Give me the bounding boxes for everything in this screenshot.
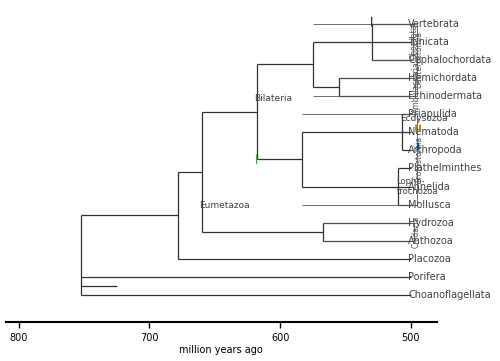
Text: Eumetazoa: Eumetazoa	[199, 201, 250, 210]
Text: Protostomia: Protostomia	[414, 136, 424, 182]
Text: Vertebrata: Vertebrata	[408, 19, 460, 29]
Text: Annelida: Annelida	[408, 182, 451, 192]
Text: Nematoda: Nematoda	[408, 127, 459, 137]
Text: Echinodermata: Echinodermata	[408, 91, 482, 101]
Text: Lopho-
trochozoa: Lopho- trochozoa	[396, 177, 438, 196]
Text: Cnidaria: Cnidaria	[411, 216, 420, 248]
Text: Cephalochordata: Cephalochordata	[408, 55, 492, 65]
Text: Choanoflagellata: Choanoflagellata	[408, 290, 491, 300]
Text: Arthropoda: Arthropoda	[408, 145, 463, 155]
X-axis label: million years ago: million years ago	[180, 345, 263, 356]
Text: Ambulacraria: Ambulacraria	[412, 61, 421, 113]
Text: Porifera: Porifera	[408, 272, 446, 282]
Text: Anthozoa: Anthozoa	[408, 236, 454, 246]
Text: Plathelminthes: Plathelminthes	[408, 164, 482, 173]
Text: Mollusca: Mollusca	[408, 200, 451, 210]
Text: Deuterostomia: Deuterostomia	[414, 31, 423, 88]
Text: Placozoa: Placozoa	[408, 254, 451, 264]
Text: Chordata: Chordata	[410, 24, 419, 60]
Text: Tunicata: Tunicata	[408, 37, 449, 47]
Text: Hydrozoa: Hydrozoa	[408, 218, 454, 228]
Text: Ecdysozoa: Ecdysozoa	[400, 114, 448, 123]
Text: Hemichordata: Hemichordata	[408, 73, 478, 83]
Text: Priapulida: Priapulida	[408, 109, 457, 119]
Text: Bilateria: Bilateria	[254, 94, 292, 103]
